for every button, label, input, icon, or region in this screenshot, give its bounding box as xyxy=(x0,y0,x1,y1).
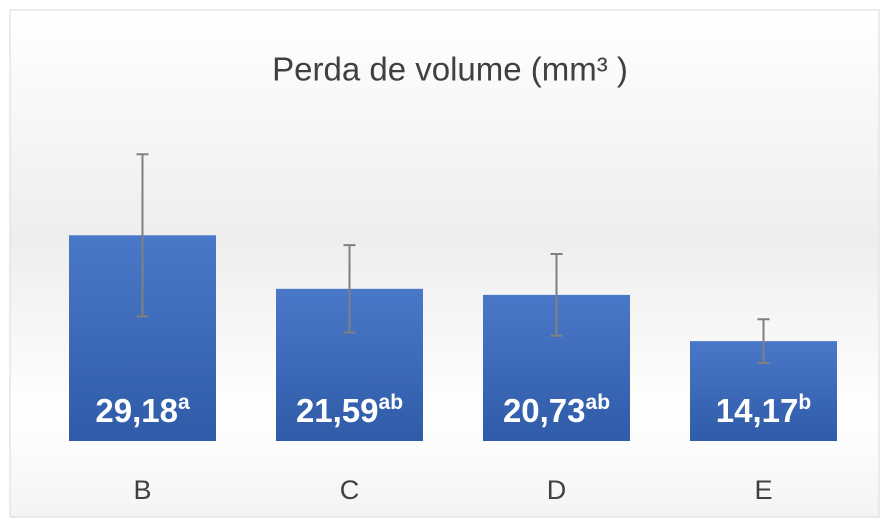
error-bar xyxy=(136,153,149,318)
x-tick-label: E xyxy=(754,475,772,505)
value-label: 20,73ab xyxy=(503,391,610,429)
error-bar xyxy=(343,244,356,334)
value-label: 21,59ab xyxy=(296,391,403,429)
value-label-letter: ab xyxy=(379,391,404,414)
x-tick-label: B xyxy=(133,475,151,505)
value-label-letter: ab xyxy=(586,391,611,414)
value-label-number: 20,73 xyxy=(503,392,586,429)
value-label-number: 14,17 xyxy=(716,392,799,429)
value-label-letter: b xyxy=(798,391,811,414)
value-label: 29,18a xyxy=(95,391,190,429)
value-label-number: 29,18 xyxy=(95,392,178,429)
value-label-letter: a xyxy=(178,391,190,414)
error-bar xyxy=(550,252,563,337)
chart-title: Perda de volume (mm³ ) xyxy=(272,51,628,88)
x-tick-label: D xyxy=(547,475,567,505)
value-label: 14,17b xyxy=(716,391,811,429)
value-label-number: 21,59 xyxy=(296,392,379,429)
error-bar xyxy=(757,318,770,364)
x-tick-label: C xyxy=(340,475,360,505)
